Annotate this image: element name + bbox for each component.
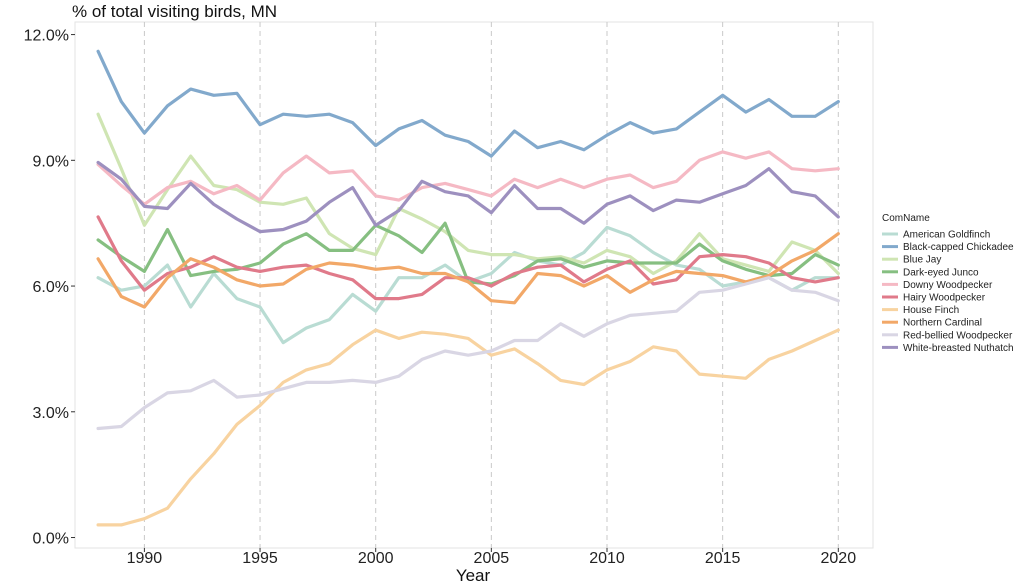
legend-label-downy-woodpecker: Downy Woodpecker (903, 280, 993, 291)
y-tick-label: 0.0% (33, 531, 69, 548)
y-tick-label: 9.0% (33, 153, 69, 170)
series-line-white-breasted-nuthatch (96, 160, 840, 234)
legend-label-hairy-woodpecker: Hairy Woodpecker (903, 293, 986, 304)
legend-label-house-finch: House Finch (903, 305, 959, 316)
x-tick-label: 1995 (242, 550, 278, 567)
axes: 1990 1995 2000 2005 2010 2015 2020 0.0% 3.0% 6.0%… (24, 28, 857, 567)
series-line-house-finch (96, 328, 840, 527)
series-line-downy-woodpecker (96, 150, 840, 206)
legend-label-white-breasted-nuthatch: White-breasted Nuthatch (903, 343, 1014, 354)
x-tick-label: 2005 (474, 550, 510, 567)
series-line-blue-jay (96, 112, 840, 276)
legend-label-dark-eyed-junco: Dark-eyed Junco (903, 267, 979, 278)
y-tick-label: 6.0% (33, 279, 69, 296)
legend-label-blue-jay: Blue Jay (903, 255, 941, 266)
legend-label-american-goldfinch: American Goldfinch (903, 230, 990, 241)
y-tick-label: 3.0% (33, 405, 69, 422)
series-line-northern-cardinal (96, 232, 840, 309)
legend-label-black-capped-chickadee: Black-capped Chickadee (903, 242, 1014, 253)
series-line-black-capped-chickadee (96, 49, 840, 158)
x-tick-label: 2000 (358, 550, 394, 567)
legend-label-red-bellied-woodpecker: Red-bellied Woodpecker (903, 330, 1013, 341)
chart-title: % of total visiting birds, MN (72, 2, 277, 21)
series-line-hairy-woodpecker (96, 215, 840, 301)
x-tick-label: 2015 (705, 550, 741, 567)
x-tick-label: 2010 (589, 550, 625, 567)
series-line-red-bellied-woodpecker (96, 276, 840, 431)
x-tick-label: 2020 (821, 550, 857, 567)
legend-title: ComName (882, 213, 930, 224)
series-lines (96, 49, 840, 527)
legend-label-northern-cardinal: Northern Cardinal (903, 318, 982, 329)
y-tick-label: 12.0% (24, 28, 69, 45)
x-axis-title: Year (456, 566, 491, 585)
x-tick-label: 1990 (127, 550, 163, 567)
